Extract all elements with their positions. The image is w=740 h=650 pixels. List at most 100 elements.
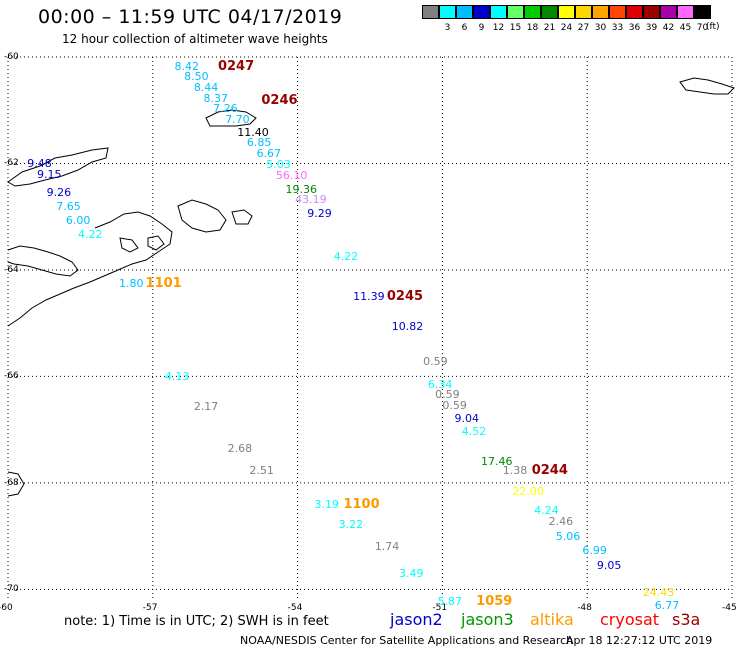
wave-height-value: 43.19 — [295, 193, 327, 207]
coastline-path — [7, 245, 79, 277]
wave-height-value: 1.38 — [502, 463, 528, 477]
wave-height-value: 4.24 — [534, 503, 559, 517]
legend-label: 42 — [662, 23, 675, 33]
legend-label: 36 — [628, 23, 641, 33]
legend-swatch — [489, 5, 507, 19]
wave-height-value: 17.46 — [481, 454, 513, 468]
wave-height-value: 6.77 — [654, 599, 680, 612]
wave-height-value: 22.00 — [512, 484, 544, 498]
wave-height-value: 6.00 — [65, 213, 91, 227]
wave-height-value: 9.05 — [596, 559, 622, 573]
satellite-name: jason3 — [461, 610, 514, 629]
legend-swatch — [625, 5, 643, 19]
legend-cell: 70 — [693, 5, 711, 33]
wave-height-value: 6.34 — [427, 377, 453, 391]
wave-height-value: 24.43 — [642, 585, 675, 599]
coastline-path — [147, 235, 165, 251]
legend-swatch — [523, 5, 541, 19]
legend-cell: 24 — [557, 5, 575, 33]
legend-cell: 42 — [659, 5, 677, 33]
wave-height-value: 1.74 — [374, 540, 400, 554]
wave-height-value: 10.82 — [391, 320, 424, 334]
pass-time-label: 0247 — [217, 58, 255, 74]
legend-label: 15 — [509, 23, 522, 33]
legend-label: 33 — [611, 23, 624, 33]
coastline-path — [7, 147, 109, 187]
legend-cell: 15 — [506, 5, 524, 33]
legend-label: 24 — [560, 23, 573, 33]
latitude-tick-label: -60 — [4, 52, 19, 62]
longitude-tick-label: -51 — [432, 603, 448, 613]
legend-swatch — [591, 5, 609, 19]
legend-cell: 3 — [438, 5, 456, 33]
legend-unit: (ft) — [706, 22, 720, 32]
wave-height-value: 7.26 — [213, 102, 238, 116]
wave-height-value: 6.99 — [582, 544, 607, 558]
color-legend: 3 6 9 12 15 18 21 24 27 30 33 36 39 42 45 70 — [421, 5, 711, 33]
coastline-path — [7, 471, 25, 497]
graticule — [7, 56, 733, 600]
footer-note: note: 1) Time is in UTC; 2) SWH is in fe… — [64, 614, 329, 629]
pass-time-label: 1100 — [343, 496, 380, 512]
longitude-tick-label: -60 — [0, 603, 13, 613]
longitude-tick-label: -57 — [142, 603, 158, 613]
wave-height-value: 11.40 — [237, 125, 269, 139]
wave-height-value: 0.59 — [442, 398, 467, 412]
pass-time-label: 0245 — [386, 289, 424, 305]
coastlines — [7, 77, 735, 497]
wave-height-value: 8.50 — [184, 70, 209, 84]
longitude-tick-label: -48 — [577, 603, 592, 613]
legend-swatch — [608, 5, 626, 19]
wave-height-value: 9.29 — [307, 207, 332, 221]
legend-swatch — [659, 5, 677, 19]
wave-height-value: 3.19 — [314, 497, 339, 511]
legend-cell: 30 — [591, 5, 609, 33]
legend-label: 6 — [461, 23, 468, 33]
wave-height-value: 8.37 — [203, 91, 228, 105]
coastline-path — [119, 237, 139, 253]
wave-height-value: 6.85 — [246, 136, 272, 150]
wave-height-value: 5.87 — [437, 594, 463, 608]
credit-line: NOAA/NESDIS Center for Satellite Applica… — [240, 634, 574, 647]
longitude-tick-label: -54 — [287, 603, 303, 613]
wave-height-value: 7.70 — [225, 112, 250, 126]
wave-height-value: 4.22 — [77, 228, 103, 242]
legend-swatch — [421, 5, 439, 19]
legend-swatch — [540, 5, 558, 19]
legend-label: 45 — [679, 23, 692, 33]
map-title: 00:00 – 11:59 UTC 04/17/2019 — [38, 6, 343, 28]
satellite-name: s3a — [672, 610, 701, 629]
wave-height-value: 6.67 — [256, 147, 282, 161]
legend-cell: 39 — [642, 5, 660, 33]
wave-height-value: 11.39 — [353, 290, 385, 304]
pass-time-label: 1101 — [145, 275, 182, 291]
wave-height-value: 7.65 — [56, 199, 81, 213]
wave-height-value: 2.51 — [249, 464, 274, 478]
latitude-tick-label: -68 — [4, 477, 19, 488]
coastline-path — [205, 109, 257, 127]
wave-height-value: 5.06 — [555, 529, 581, 543]
wave-height-value: 0.59 — [435, 388, 460, 402]
legend-cell: 45 — [676, 5, 694, 33]
longitude-tick-label: -45 — [722, 603, 737, 613]
legend-cell: 12 — [489, 5, 507, 33]
coastline-path — [231, 209, 253, 225]
legend-label: 30 — [594, 23, 607, 33]
satellite-name: altika — [530, 610, 574, 629]
legend-label: 9 — [478, 23, 485, 33]
wave-height-value: 3.49 — [398, 567, 424, 581]
satellite-name: jason2 — [390, 610, 443, 629]
legend-swatch — [506, 5, 524, 19]
wave-height-value: 9.48 — [27, 157, 52, 171]
wave-height-value: 1.80 — [119, 276, 144, 290]
wave-height-value: 56.10 — [275, 169, 308, 183]
latitude-tick-label: -66 — [4, 371, 19, 382]
legend-swatch — [676, 5, 694, 19]
wave-height-value: 4.13 — [164, 370, 190, 384]
wave-height-value: 4.22 — [333, 249, 359, 263]
legend-swatch — [642, 5, 660, 19]
legend-label: 27 — [577, 23, 590, 33]
wave-height-value: 9.26 — [46, 186, 72, 200]
wave-height-value: 3.22 — [338, 517, 364, 531]
